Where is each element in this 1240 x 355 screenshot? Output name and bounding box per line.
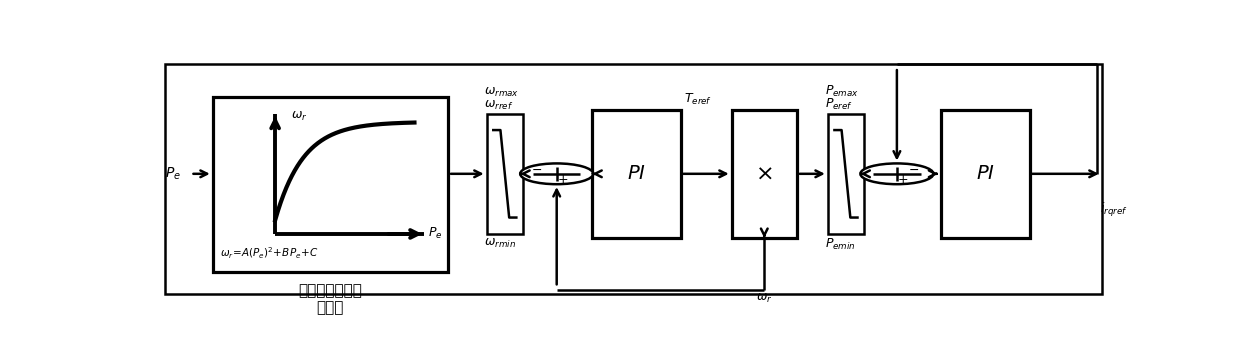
Text: $\omega_{rref}$: $\omega_{rref}$ — [484, 99, 513, 112]
Text: $P_{emin}$: $P_{emin}$ — [825, 237, 856, 252]
Text: 最大功率跟踪拟
合函数: 最大功率跟踪拟 合函数 — [299, 283, 362, 316]
Text: $\omega_r\!=\!A(P_e)^2\!+\!BP_e\!+\!C$: $\omega_r\!=\!A(P_e)^2\!+\!BP_e\!+\!C$ — [221, 246, 319, 261]
Text: $\omega_{rmax}$: $\omega_{rmax}$ — [484, 86, 518, 99]
Text: $i_{rqref}$: $i_{rqref}$ — [1100, 201, 1127, 219]
Text: $-$: $-$ — [908, 163, 919, 176]
Text: $PI$: $PI$ — [627, 165, 646, 183]
Bar — [213, 97, 448, 272]
Text: $+$: $+$ — [897, 173, 908, 186]
Text: $\omega_r$: $\omega_r$ — [291, 110, 308, 123]
Text: $T_{eref}$: $T_{eref}$ — [683, 92, 712, 107]
Bar — [941, 110, 1029, 238]
Bar — [732, 110, 797, 238]
Text: $P_e$: $P_e$ — [165, 166, 181, 182]
Text: $\omega_{rmin}$: $\omega_{rmin}$ — [484, 237, 516, 250]
Circle shape — [861, 163, 934, 184]
Circle shape — [521, 163, 593, 184]
Text: $PI$: $PI$ — [976, 165, 994, 183]
Text: $P_{emax}$: $P_{emax}$ — [825, 83, 859, 99]
Text: $P_e$: $P_e$ — [428, 226, 443, 241]
Text: $\times$: $\times$ — [755, 163, 773, 185]
Bar — [165, 65, 1101, 294]
Text: $-$: $-$ — [531, 163, 542, 176]
Text: $\omega_r$: $\omega_r$ — [756, 292, 773, 305]
Bar — [593, 110, 681, 238]
Bar — [486, 114, 523, 234]
Bar — [828, 114, 864, 234]
Text: $+$: $+$ — [557, 173, 568, 186]
Text: $P_{eref}$: $P_{eref}$ — [825, 97, 853, 112]
